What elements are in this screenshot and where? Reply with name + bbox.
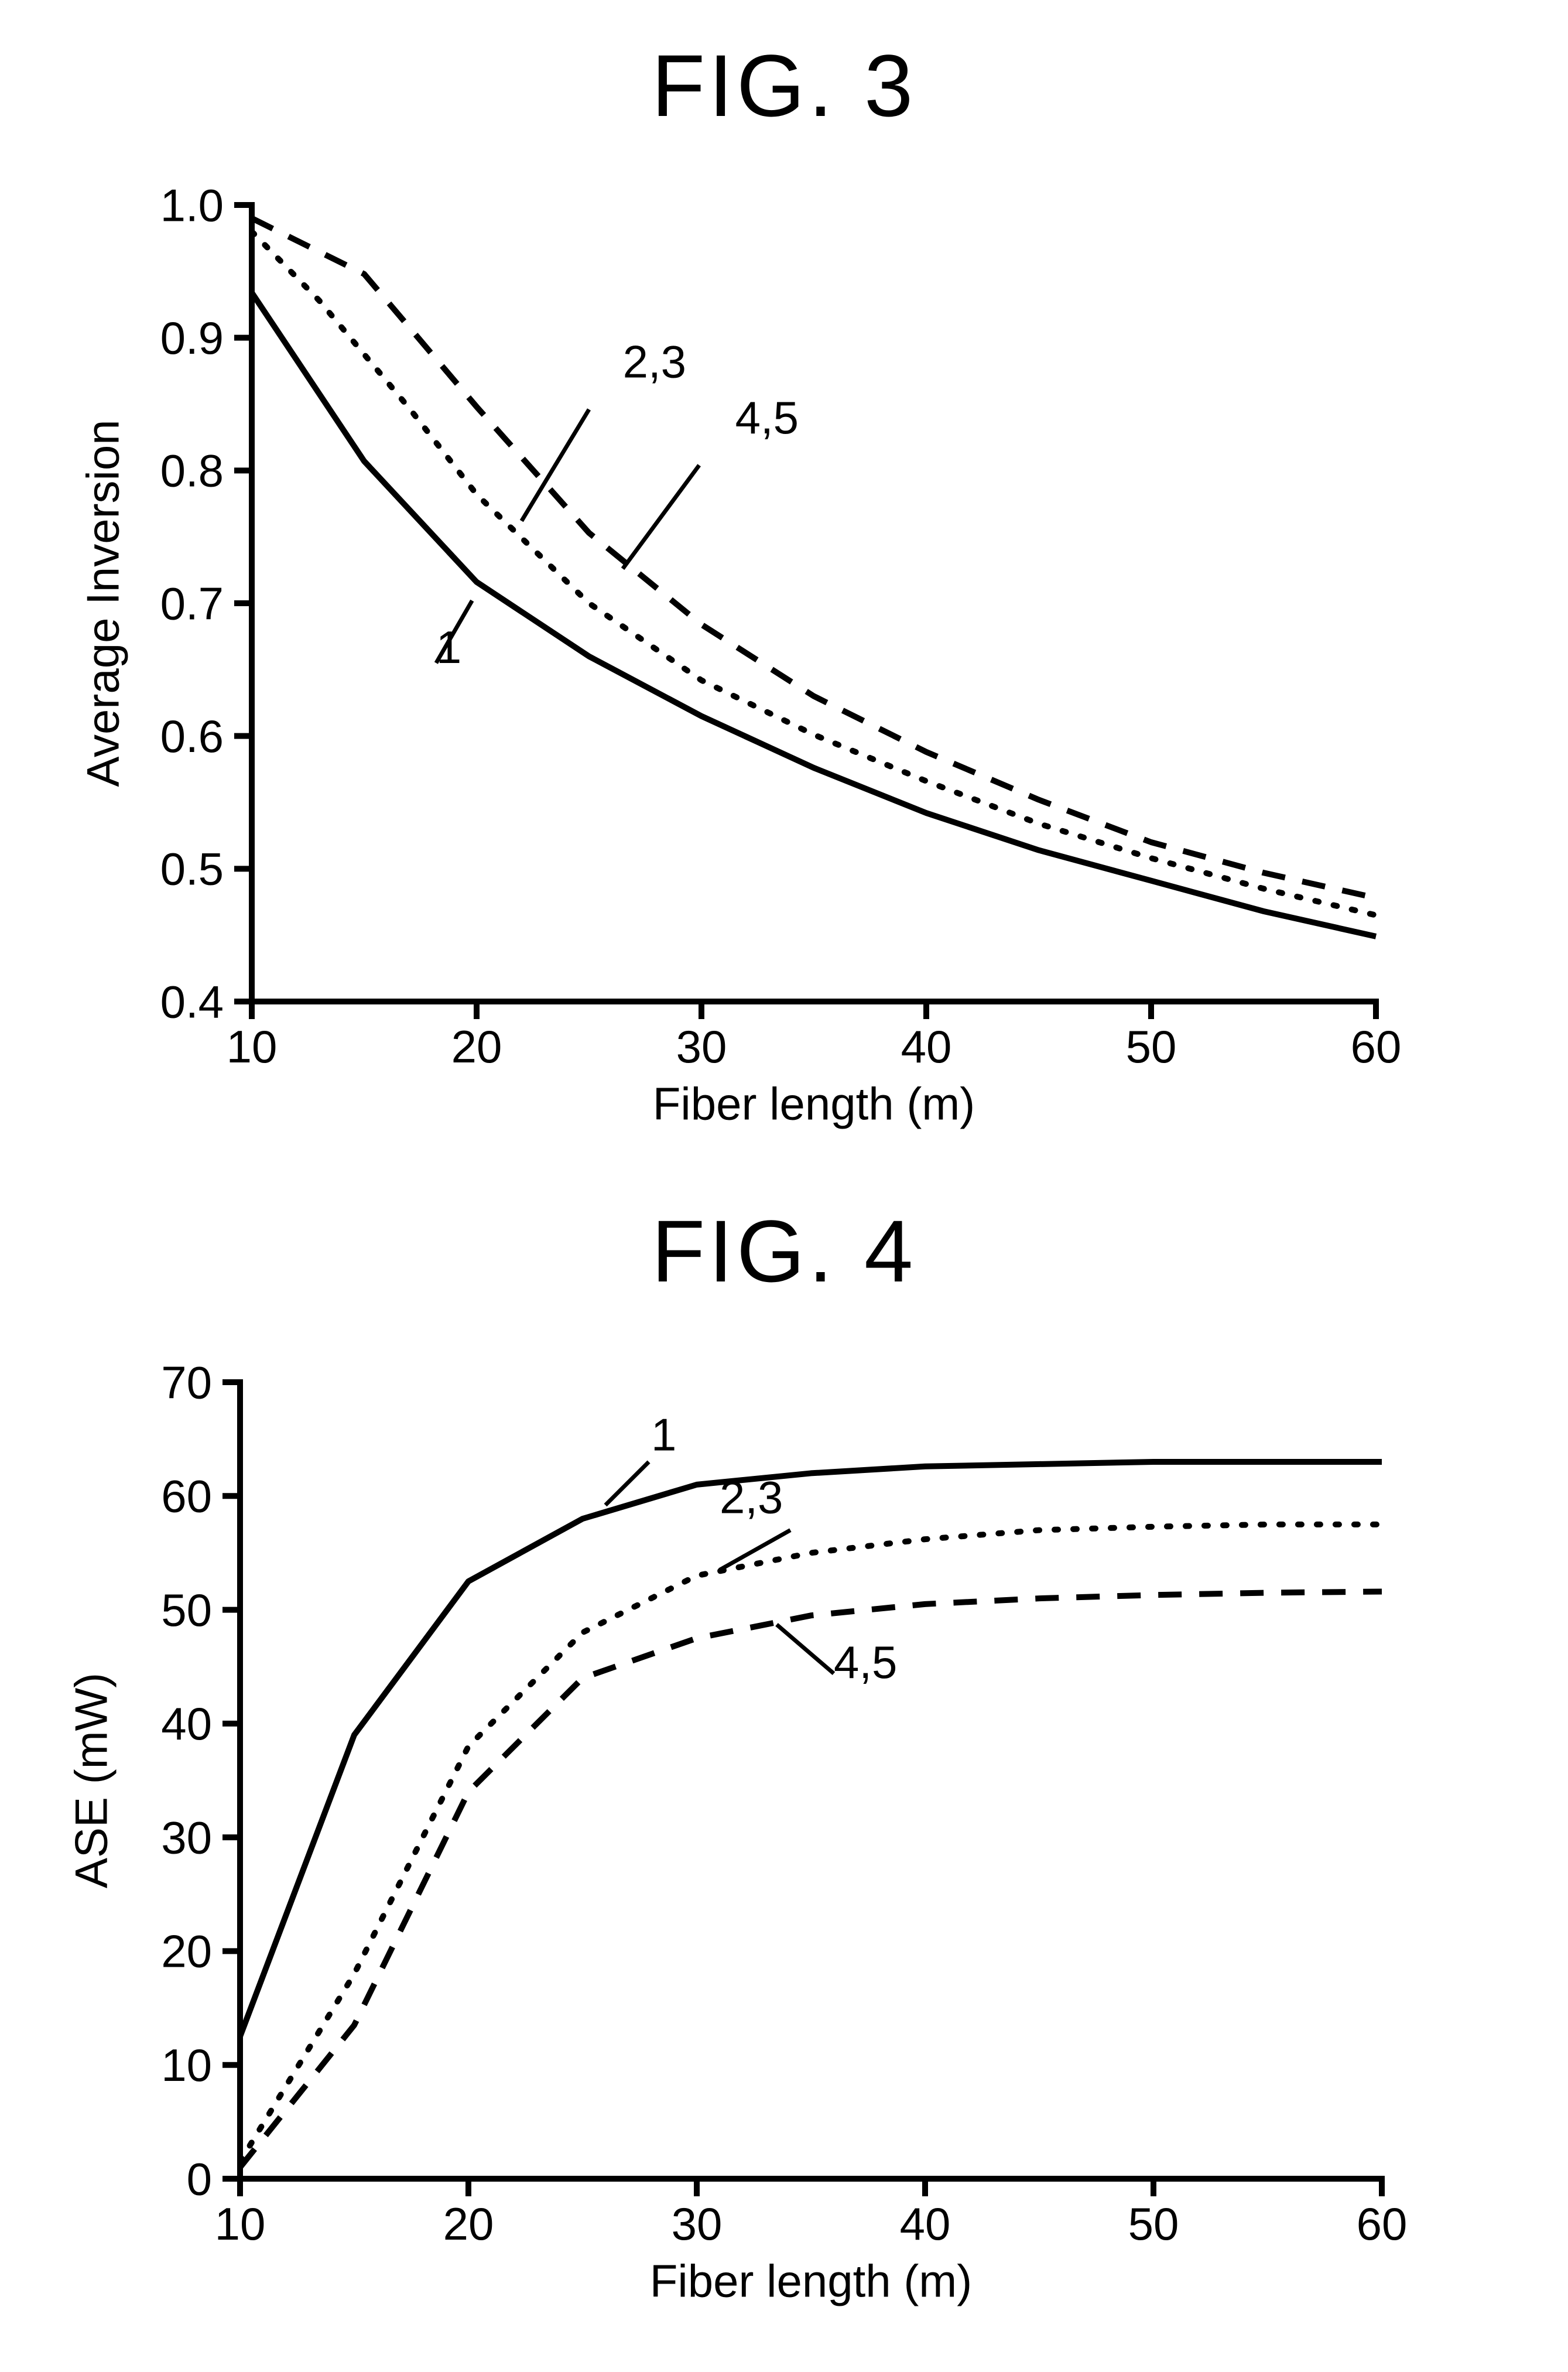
- svg-text:20: 20: [161, 1926, 212, 1977]
- svg-text:0.5: 0.5: [160, 843, 224, 895]
- series-label-curve-1: 1: [436, 621, 461, 673]
- series-curve-1: [240, 1462, 1382, 2036]
- svg-text:60: 60: [1357, 2198, 1408, 2250]
- svg-text:0.9: 0.9: [160, 312, 224, 364]
- svg-text:0.4: 0.4: [160, 976, 224, 1027]
- svg-text:20: 20: [451, 1021, 502, 1072]
- svg-text:30: 30: [676, 1021, 727, 1072]
- figure-4-chart: 102030405060010203040506070Fiber length …: [0, 1302, 1568, 2309]
- svg-text:60: 60: [1351, 1021, 1402, 1072]
- svg-text:60: 60: [161, 1471, 212, 1522]
- svg-text:Average Inversion: Average Inversion: [77, 419, 129, 787]
- svg-text:0.8: 0.8: [160, 445, 224, 497]
- series-curve-4-5: [240, 1591, 1382, 2167]
- svg-text:Fiber length (m): Fiber length (m): [650, 2255, 973, 2307]
- svg-text:50: 50: [1126, 1021, 1177, 1072]
- svg-text:50: 50: [1128, 2198, 1179, 2250]
- figure-4: FIG. 4 102030405060010203040506070Fiber …: [0, 1201, 1568, 2343]
- svg-text:1.0: 1.0: [160, 179, 224, 231]
- svg-text:ASE (mW): ASE (mW): [66, 1673, 117, 1888]
- figure-4-title: FIG. 4: [0, 1201, 1568, 1302]
- svg-text:30: 30: [161, 1812, 212, 1863]
- series-label-curve-2-3: 2,3: [720, 1471, 783, 1523]
- svg-text:10: 10: [215, 2198, 266, 2250]
- svg-text:0: 0: [187, 2153, 212, 2204]
- svg-text:40: 40: [161, 1698, 212, 1749]
- figure-3-title: FIG. 3: [0, 35, 1568, 136]
- svg-text:30: 30: [672, 2198, 723, 2250]
- series-label-curve-2-3: 2,3: [623, 336, 686, 388]
- page: { "figure3": { "title": "FIG. 3", "title…: [0, 0, 1568, 2372]
- series-label-curve-1: 1: [651, 1409, 676, 1461]
- series-curve-4-5: [252, 218, 1376, 898]
- svg-text:40: 40: [900, 2198, 951, 2250]
- leader-curve-4-5: [623, 465, 700, 569]
- svg-text:70: 70: [161, 1356, 212, 1408]
- svg-text:40: 40: [901, 1021, 952, 1072]
- leader-curve-4-5: [777, 1625, 834, 1674]
- svg-text:10: 10: [227, 1021, 278, 1072]
- svg-text:0.6: 0.6: [160, 710, 224, 762]
- svg-text:Fiber length (m): Fiber length (m): [653, 1078, 975, 1130]
- svg-text:10: 10: [161, 2039, 212, 2091]
- svg-text:20: 20: [443, 2198, 494, 2250]
- series-label-curve-4-5: 4,5: [735, 392, 799, 443]
- series-label-curve-4-5: 4,5: [834, 1636, 897, 1688]
- series-curve-1: [252, 293, 1376, 937]
- series-curve-2-3: [252, 231, 1376, 915]
- figure-3-chart: 10 20 30 40 50 60 0.4 0.5 0.6 0.7 0.8 0.9 1.0 Fiber l…: [0, 136, 1568, 1132]
- series-curve-2-3: [240, 1525, 1382, 2162]
- svg-text:0.7: 0.7: [160, 577, 224, 629]
- figure-3: FIG. 3 10 20 30 40 50 60 0.4 0.5 0.6 0.7 0.8 0.9 1.0…: [0, 35, 1568, 1148]
- svg-text:50: 50: [161, 1584, 212, 1636]
